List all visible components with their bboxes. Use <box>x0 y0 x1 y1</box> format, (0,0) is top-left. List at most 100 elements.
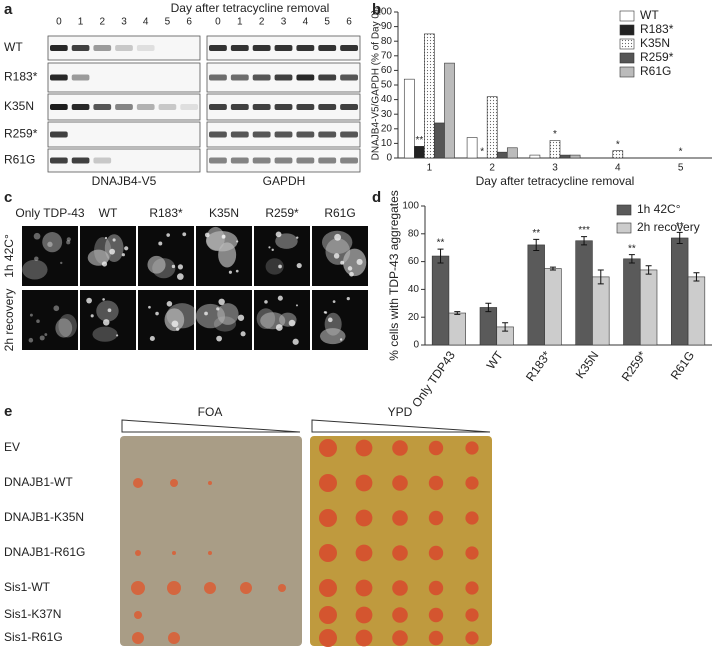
cell <box>92 326 118 342</box>
lane-label: 6 <box>346 17 352 28</box>
aggregate <box>346 296 350 301</box>
band <box>252 157 271 164</box>
colony-spot <box>319 544 337 562</box>
row-label: R259* <box>4 127 38 141</box>
blot-strip <box>47 121 201 148</box>
bar <box>448 312 466 346</box>
significance-mark: ** <box>676 221 684 232</box>
colony-spot <box>204 582 216 594</box>
lane-label: 4 <box>143 17 149 28</box>
colony-spot <box>465 631 479 645</box>
error-bar <box>533 238 540 251</box>
column-label: Only TDP-43 <box>15 206 84 220</box>
band <box>230 45 249 51</box>
bar <box>434 122 445 159</box>
bar <box>671 237 689 346</box>
band <box>71 45 90 51</box>
band <box>318 131 337 138</box>
y-tick-label: 100 <box>402 201 419 212</box>
y-tick-label: 80 <box>408 228 420 239</box>
legend-swatch <box>619 24 635 36</box>
aggregate <box>177 273 184 280</box>
colony-spot <box>134 611 142 619</box>
error-bar <box>628 254 635 264</box>
aggregate <box>66 240 71 245</box>
aggregate <box>166 233 170 237</box>
significance-mark: ** <box>437 238 445 249</box>
aggregate <box>44 333 48 336</box>
aggregate <box>53 305 60 312</box>
colony-spot <box>319 606 337 624</box>
band <box>296 45 315 51</box>
colony-spot <box>355 474 373 492</box>
y-tick-label: 60 <box>408 256 420 267</box>
aggregate <box>216 335 222 342</box>
aggregate <box>216 307 220 311</box>
legend-swatch <box>619 38 635 50</box>
aggregate <box>204 311 208 316</box>
strain-label: DNAJB1-K35N <box>4 510 84 524</box>
x-tick-label: WT <box>484 348 507 372</box>
cell <box>96 300 119 322</box>
aggregate <box>102 298 105 301</box>
colony-spot <box>319 509 337 527</box>
aggregate <box>33 232 41 240</box>
band <box>340 74 358 81</box>
blot-column-label: DNAJB4-V5 <box>92 174 157 188</box>
error-bar <box>485 302 492 313</box>
bar <box>403 78 415 159</box>
bar <box>575 240 593 346</box>
aggregate <box>116 334 119 337</box>
aggregate <box>149 335 155 342</box>
cell <box>321 230 353 254</box>
blot-strip <box>47 62 201 93</box>
panel-label: d <box>372 189 381 206</box>
significance-mark: * <box>679 147 683 158</box>
aggregate <box>34 256 39 261</box>
colony-spot <box>428 545 444 561</box>
colony-spot <box>392 510 408 526</box>
strain-label: EV <box>4 440 20 454</box>
cell <box>147 255 166 274</box>
colony-spot <box>392 475 408 491</box>
aggregate <box>182 232 187 237</box>
colony-spot <box>172 551 176 555</box>
legend-label: 2h recovery <box>637 220 700 234</box>
colony-spot <box>392 440 408 456</box>
aggregate <box>295 304 298 307</box>
colony-spot <box>355 579 373 597</box>
bar <box>466 137 478 159</box>
aggregate <box>334 233 342 241</box>
aggregate <box>275 324 283 331</box>
colony-spot <box>465 546 479 560</box>
significance-mark: * <box>480 147 484 158</box>
colony-spot <box>132 632 144 644</box>
band <box>296 104 315 110</box>
blot-strip <box>47 148 201 173</box>
strain-label: Sis1-WT <box>4 580 51 594</box>
cell <box>218 242 237 268</box>
cell <box>164 308 185 332</box>
aggregate <box>124 246 129 251</box>
y-tick-label: 70 <box>381 50 393 61</box>
aggregate <box>332 300 336 303</box>
band <box>274 74 293 81</box>
aggregate <box>235 269 239 273</box>
band <box>136 104 155 110</box>
aggregate <box>66 237 71 242</box>
aggregate <box>175 327 180 331</box>
cell <box>265 258 284 275</box>
band <box>93 157 112 164</box>
aggregate <box>340 260 345 265</box>
row-label: 1h 42C° <box>2 234 16 278</box>
legend-label: R61G <box>640 64 671 78</box>
y-tick-label: 10 <box>381 138 393 149</box>
aggregate <box>90 314 94 318</box>
error-bar <box>645 265 652 275</box>
y-tick-label: 40 <box>381 94 393 105</box>
y-axis-label: DNAJB4-V5/GAPDH (% of Day 0) <box>371 10 382 161</box>
lane-label: 1 <box>78 17 84 28</box>
colony-spot <box>131 581 145 595</box>
cell <box>22 259 48 280</box>
